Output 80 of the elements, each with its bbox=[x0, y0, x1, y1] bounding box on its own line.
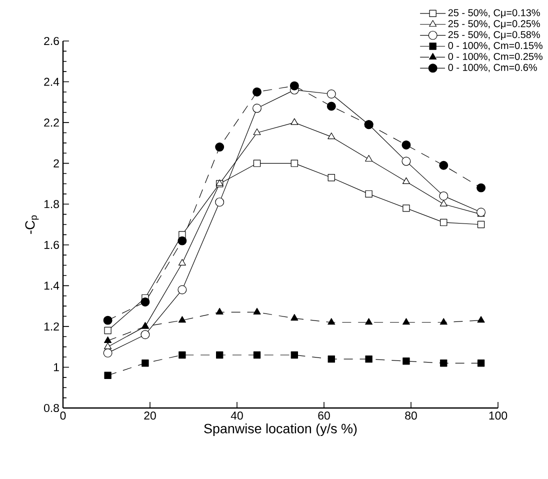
point bbox=[178, 316, 186, 323]
point bbox=[440, 360, 448, 367]
point bbox=[402, 204, 410, 212]
legend-label: 0 - 100%, Cm=0.6% bbox=[448, 64, 537, 72]
point bbox=[252, 87, 262, 96]
point bbox=[328, 355, 335, 363]
point bbox=[326, 90, 336, 98]
y-tick-label: 2.4 bbox=[44, 78, 60, 86]
point bbox=[440, 200, 448, 206]
x-tick-label: 0 bbox=[60, 412, 66, 420]
point bbox=[365, 355, 372, 363]
legend-label: 25 - 50%, Cμ=0.25% bbox=[448, 20, 540, 30]
x-tick-label: 100 bbox=[489, 412, 508, 420]
legend-label: 25 - 50%, Cμ=0.58% bbox=[448, 31, 540, 40]
legend-label: 0 - 100%, Cm=0.15% bbox=[448, 42, 542, 50]
point bbox=[439, 160, 448, 170]
point bbox=[402, 358, 410, 365]
point bbox=[290, 351, 298, 359]
point bbox=[104, 342, 112, 350]
point bbox=[328, 132, 336, 140]
point bbox=[290, 81, 299, 90]
point bbox=[365, 154, 373, 162]
point bbox=[215, 198, 224, 207]
point bbox=[140, 330, 150, 340]
point bbox=[326, 102, 336, 111]
x-tick-label: 60 bbox=[318, 412, 330, 420]
y-tick-label: 2.6 bbox=[44, 36, 59, 46]
point bbox=[215, 142, 224, 152]
point bbox=[328, 174, 335, 182]
point bbox=[477, 316, 485, 323]
y-tick-label: 1.2 bbox=[44, 322, 59, 330]
point bbox=[328, 318, 336, 325]
point bbox=[178, 258, 186, 266]
point bbox=[178, 236, 187, 246]
x-axis-title: Spanwise location (y/s %) bbox=[204, 423, 357, 436]
point bbox=[290, 314, 298, 321]
point bbox=[142, 360, 149, 367]
point bbox=[103, 316, 112, 325]
point bbox=[253, 128, 261, 136]
point bbox=[253, 351, 261, 359]
point bbox=[477, 220, 485, 228]
point bbox=[140, 297, 150, 306]
point bbox=[365, 318, 373, 325]
point bbox=[216, 351, 224, 359]
point bbox=[365, 190, 372, 198]
point bbox=[253, 308, 261, 314]
y-tick-label: 2.2 bbox=[44, 118, 59, 127]
y-tick-label: 1 bbox=[54, 363, 59, 372]
point bbox=[290, 118, 298, 125]
point bbox=[253, 160, 261, 167]
point bbox=[440, 318, 448, 325]
y-tick-label: 2 bbox=[54, 159, 59, 168]
point bbox=[178, 285, 187, 294]
point bbox=[290, 160, 298, 167]
point bbox=[402, 318, 410, 325]
point bbox=[103, 348, 112, 358]
point bbox=[402, 177, 410, 184]
y-tick-label: 1.4 bbox=[44, 282, 60, 290]
point bbox=[104, 326, 112, 334]
x-tick-label: 20 bbox=[144, 412, 156, 420]
y-axis-title: -C$_{p}$ bbox=[25, 215, 39, 234]
x-tick-label: 80 bbox=[405, 412, 417, 420]
legend-label: 0 - 100%, Cm=0.25% bbox=[448, 52, 542, 62]
point bbox=[477, 360, 485, 367]
point bbox=[216, 308, 224, 314]
point bbox=[178, 351, 186, 359]
y-tick-label: 1.6 bbox=[44, 240, 59, 249]
point bbox=[440, 218, 448, 226]
point bbox=[252, 104, 262, 113]
point bbox=[476, 183, 486, 192]
y-tick-label: 0.8 bbox=[44, 404, 59, 412]
point bbox=[104, 336, 112, 344]
point bbox=[402, 140, 411, 150]
point bbox=[476, 208, 486, 217]
point bbox=[439, 191, 448, 200]
x-tick-label: 40 bbox=[230, 412, 243, 420]
point bbox=[104, 372, 112, 379]
legend-label: 25 - 50%, Cμ=0.13% bbox=[448, 9, 540, 18]
y-tick-label: 1.8 bbox=[44, 200, 59, 208]
point bbox=[402, 156, 411, 166]
